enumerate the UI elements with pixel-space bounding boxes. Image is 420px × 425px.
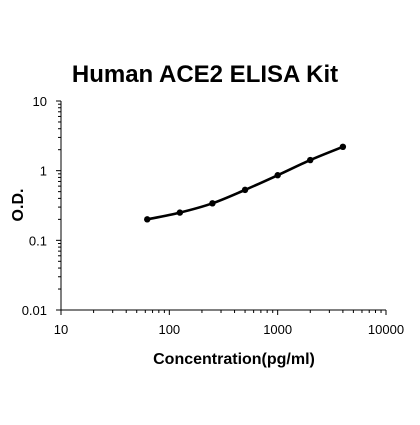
data-point (274, 172, 281, 179)
x-tick-label: 10 (54, 322, 68, 337)
y-tick-label: 0.01 (22, 303, 47, 318)
x-tick-label: 1000 (263, 322, 292, 337)
series-line (145, 145, 345, 221)
y-axis-label: O.D. (10, 189, 27, 222)
data-point (144, 216, 151, 223)
plot-area: 0.01 0.1 1 10 10 100 1000 10000 (22, 94, 404, 337)
data-point (176, 209, 184, 216)
data-point (209, 200, 216, 207)
x-tick-label: 100 (158, 322, 180, 337)
x-axis-label: Concentration(pg/ml) (153, 351, 315, 368)
data-point (307, 156, 314, 164)
data-point (339, 143, 347, 151)
y-tick-label: 1 (40, 164, 47, 179)
data-point (241, 186, 249, 194)
y-tick-label: 10 (33, 94, 47, 109)
x-tick-label: 10000 (368, 322, 404, 337)
chart-title: Human ACE2 ELISA Kit (72, 61, 338, 88)
y-tick-label: 0.1 (29, 233, 47, 248)
